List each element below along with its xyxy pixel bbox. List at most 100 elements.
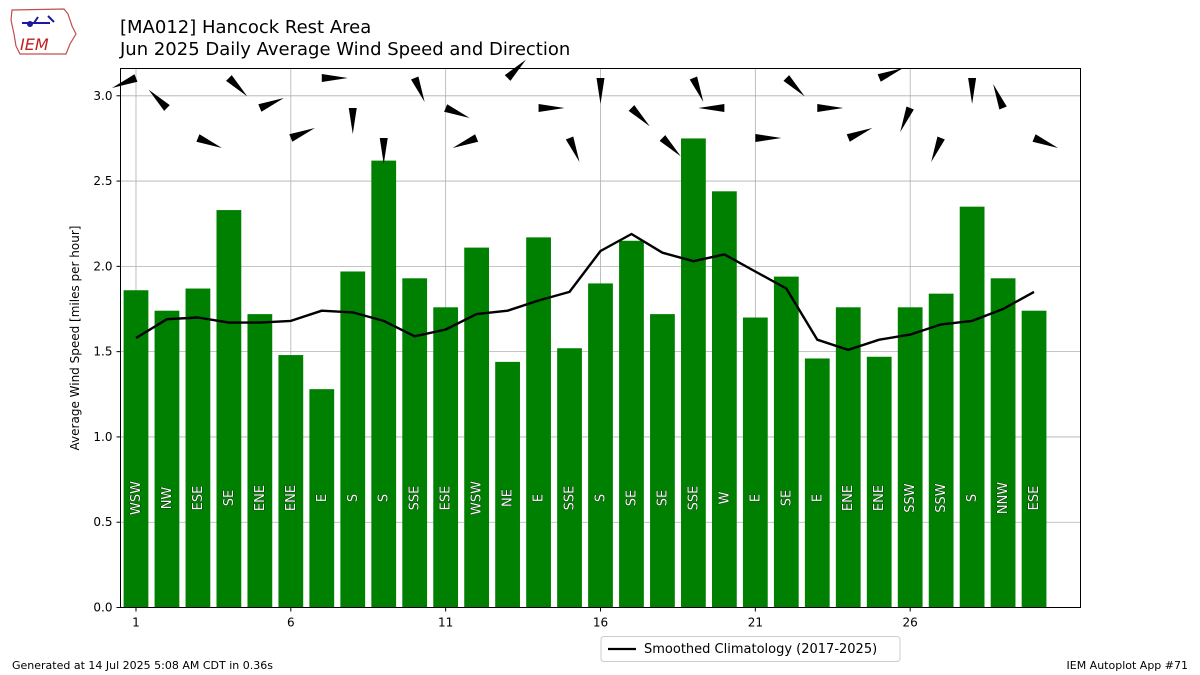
direction-label-day-3: ESE: [191, 486, 206, 511]
direction-label-day-25: ENE: [872, 485, 887, 511]
direction-label-day-15: SSE: [563, 486, 578, 511]
direction-label-day-14: E: [532, 494, 547, 502]
bar-day-1: [123, 290, 149, 608]
direction-label-day-17: SE: [624, 490, 639, 506]
legend: Smoothed Climatology (2017-2025): [600, 636, 901, 662]
wind-barb-day-13: [504, 59, 526, 81]
direction-label-day-16: S: [594, 494, 609, 502]
direction-label-day-9: S: [377, 494, 392, 502]
wind-barbs: [111, 59, 1059, 164]
wind-barb-day-15: [565, 136, 580, 163]
direction-label-day-24: ENE: [841, 485, 856, 511]
bar-day-24: [835, 307, 861, 608]
climatology-line: [135, 232, 1035, 352]
wind-barb-day-23: [817, 104, 844, 112]
legend-box: [600, 636, 901, 662]
wind-barb-day-5: [258, 98, 284, 112]
direction-label-day-2: NW: [160, 487, 175, 510]
axes: 1 6 11 16 21 260.00.51.01.52.02.53.0: [93, 89, 917, 630]
direction-label-day-29: NNW: [996, 482, 1011, 514]
wind-barb-day-26: [900, 106, 914, 133]
wind-barb-day-30: [1032, 134, 1059, 148]
legend-label: Smoothed Climatology (2017-2025): [644, 642, 877, 657]
bar-day-5: [247, 314, 273, 608]
wind-barb-day-11: [444, 104, 470, 118]
wind-barb-day-17: [628, 105, 650, 127]
generated-timestamp: Generated at 14 Jul 2025 5:08 AM CDT in …: [12, 659, 273, 672]
wind-barb-day-10: [410, 76, 425, 103]
bar-day-3: [185, 288, 211, 608]
bar-day-7: [309, 389, 335, 608]
direction-label-day-8: S: [346, 494, 361, 502]
y-tick-label: 0.0: [93, 601, 112, 615]
bar-day-15: [557, 348, 582, 608]
plot-frame: [120, 68, 1081, 608]
y-tick-label: 2.0: [93, 259, 112, 273]
direction-label-day-6: ENE: [284, 485, 299, 511]
direction-label-day-5: ENE: [253, 485, 268, 511]
direction-label-day-13: NE: [501, 489, 516, 507]
bar-day-22: [773, 276, 799, 608]
y-tick-label: 3.0: [93, 89, 112, 103]
x-tick-label: 11: [438, 616, 453, 630]
y-tick-label: 0.5: [93, 515, 112, 529]
bar-group: [123, 138, 1047, 608]
direction-label-day-4: SE: [222, 490, 237, 506]
direction-label-day-11: ESE: [439, 486, 454, 511]
wind-barb-day-20: [698, 104, 725, 112]
direction-label-day-7: E: [315, 494, 330, 502]
direction-label-day-1: WSW: [129, 481, 144, 515]
bar-day-27: [928, 293, 954, 608]
x-tick-label: 26: [903, 616, 918, 630]
bar-day-19: [681, 138, 706, 608]
direction-label-day-18: SE: [655, 490, 670, 506]
wind-barb-day-8: [348, 108, 357, 134]
bar-day-21: [742, 317, 768, 608]
bar-day-25: [866, 356, 892, 608]
x-tick-label: 1: [132, 616, 140, 630]
bar-day-11: [433, 307, 459, 608]
bar-day-2: [154, 310, 180, 608]
direction-label-day-20: W: [717, 491, 732, 504]
wind-barb-day-18: [659, 135, 681, 157]
wind-barb-day-27: [931, 136, 945, 163]
wind-barb-day-14: [538, 104, 565, 112]
wind-barb-day-3: [196, 134, 222, 148]
wind-barb-day-19: [689, 76, 704, 103]
chart-title: [MA012] Hancock Rest Area: [120, 17, 372, 38]
x-tick-label: 16: [593, 616, 608, 630]
direction-label-day-28: S: [965, 494, 980, 502]
direction-label-day-26: SSW: [903, 483, 918, 513]
y-tick-label: 1.5: [93, 345, 112, 359]
direction-label-day-12: WSW: [470, 481, 485, 515]
y-tick-label: 1.0: [93, 430, 112, 444]
bar-day-13: [495, 361, 520, 608]
app-id: IEM Autoplot App #71: [1066, 659, 1189, 672]
bar-day-16: [588, 283, 613, 608]
wind-barb-day-25: [877, 68, 904, 82]
bar-day-29: [990, 278, 1016, 608]
direction-label-day-30: ESE: [1027, 486, 1042, 511]
wind-barb-day-28: [968, 78, 977, 104]
direction-label-day-19: SSE: [686, 486, 701, 511]
wind-barb-day-4: [226, 75, 248, 97]
bar-day-10: [402, 278, 428, 608]
bar-day-8: [340, 271, 366, 608]
iem-logo: IEM: [8, 6, 80, 60]
wind-barb-day-1: [111, 74, 138, 88]
bar-day-30: [1021, 310, 1047, 608]
y-axis-label: Average Wind Speed [miles per hour]: [68, 226, 82, 451]
grid-lines: [120, 68, 1081, 608]
wind-barb-day-6: [289, 128, 315, 142]
chart-subtitle: Jun 2025 Daily Average Wind Speed and Di…: [120, 39, 571, 60]
direction-label-day-21: E: [748, 494, 763, 502]
bar-day-23: [804, 358, 830, 608]
x-tick-label: 6: [287, 616, 295, 630]
climatology-line-group: [135, 232, 1035, 352]
x-tick-label: 21: [748, 616, 763, 630]
wind-barb-day-9: [379, 138, 388, 164]
bar-day-26: [897, 307, 923, 608]
wind-barb-day-12: [452, 134, 479, 148]
direction-label-day-27: SSW: [934, 483, 949, 513]
wind-barb-day-29: [993, 83, 1007, 110]
